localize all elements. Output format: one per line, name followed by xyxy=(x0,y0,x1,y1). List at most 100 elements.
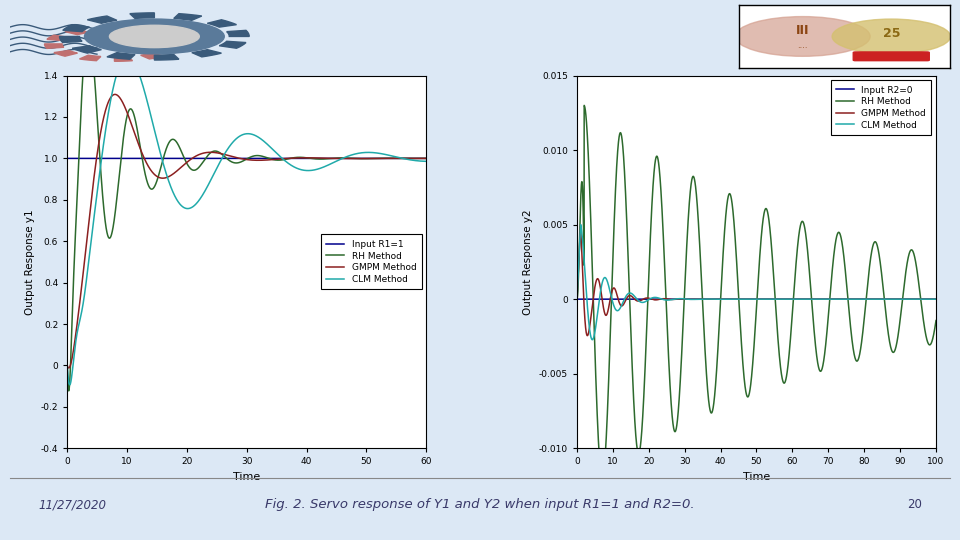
Wedge shape xyxy=(72,46,102,53)
Wedge shape xyxy=(152,32,175,37)
CLM Method xyxy=(725,296,736,302)
RH Method xyxy=(832,230,844,236)
X-axis label: Time: Time xyxy=(233,472,260,482)
GMPM Method xyxy=(109,91,121,98)
Circle shape xyxy=(109,25,200,48)
CLM Method xyxy=(930,296,942,302)
Wedge shape xyxy=(155,55,179,60)
CLM Method xyxy=(420,158,432,165)
CLM Method xyxy=(587,336,598,343)
CLM Method xyxy=(832,296,844,302)
Input R2=0 xyxy=(725,296,736,302)
GMPM Method xyxy=(63,364,75,371)
Input R1=1 xyxy=(215,155,227,161)
GMPM Method xyxy=(742,296,754,302)
RH Method xyxy=(930,318,942,324)
GMPM Method xyxy=(722,296,733,302)
Input R1=1 xyxy=(124,155,135,161)
RH Method xyxy=(579,102,590,109)
Line: RH Method: RH Method xyxy=(67,30,426,391)
Line: RH Method: RH Method xyxy=(577,105,936,479)
Input R1=1 xyxy=(103,155,114,161)
CLM Method xyxy=(742,296,754,302)
GMPM Method xyxy=(375,155,387,161)
GMPM Method xyxy=(582,333,593,339)
Wedge shape xyxy=(159,48,182,52)
Line: CLM Method: CLM Method xyxy=(577,225,936,340)
Text: 11/27/2020: 11/27/2020 xyxy=(38,498,107,511)
Input R2=0 xyxy=(742,296,754,302)
CLM Method xyxy=(722,296,733,302)
Input R1=1 xyxy=(61,155,73,161)
CLM Method xyxy=(64,382,76,388)
Wedge shape xyxy=(107,52,135,59)
Text: Fig. 2. Servo response of Y1 and Y2 when input R1=1 and R2=0.: Fig. 2. Servo response of Y1 and Y2 when… xyxy=(265,498,695,511)
CLM Method xyxy=(124,54,135,60)
Input R2=0 xyxy=(571,296,583,302)
FancyBboxPatch shape xyxy=(853,52,929,60)
Input R2=0 xyxy=(901,296,913,302)
RH Method xyxy=(215,150,227,157)
Legend: Input R2=0, RH Method, GMPM Method, CLM Method: Input R2=0, RH Method, GMPM Method, CLM … xyxy=(830,80,931,135)
CLM Method xyxy=(920,296,931,302)
Input R2=0 xyxy=(930,296,942,302)
RH Method xyxy=(63,388,75,394)
Y-axis label: Output Response y2: Output Response y2 xyxy=(523,209,534,315)
Line: GMPM Method: GMPM Method xyxy=(577,225,936,336)
GMPM Method xyxy=(215,150,227,157)
RH Method xyxy=(103,234,114,240)
CLM Method xyxy=(61,362,73,369)
RH Method xyxy=(414,155,425,161)
Wedge shape xyxy=(219,41,246,48)
Text: 25: 25 xyxy=(882,27,900,40)
RH Method xyxy=(725,193,736,200)
CLM Method xyxy=(122,53,133,60)
Wedge shape xyxy=(80,55,101,60)
Wedge shape xyxy=(54,50,78,56)
Wedge shape xyxy=(207,20,236,27)
Input R2=0 xyxy=(919,296,930,302)
RH Method xyxy=(61,362,73,369)
Line: CLM Method: CLM Method xyxy=(67,57,426,385)
RH Method xyxy=(722,194,733,201)
GMPM Method xyxy=(930,296,942,302)
GMPM Method xyxy=(420,155,432,161)
RH Method xyxy=(420,155,432,161)
GMPM Method xyxy=(920,296,931,302)
RH Method xyxy=(375,155,387,161)
CLM Method xyxy=(215,158,227,164)
RH Method xyxy=(901,259,913,266)
Input R1=1 xyxy=(420,155,432,161)
GMPM Method xyxy=(901,296,913,302)
Line: GMPM Method: GMPM Method xyxy=(67,94,426,368)
CLM Method xyxy=(571,296,583,302)
GMPM Method xyxy=(725,296,736,302)
Circle shape xyxy=(832,19,950,54)
RH Method xyxy=(200,156,211,162)
CLM Method xyxy=(414,158,425,164)
CLM Method xyxy=(901,296,913,302)
Text: ....: .... xyxy=(798,41,807,50)
Input R1=1 xyxy=(199,155,210,161)
Wedge shape xyxy=(47,35,69,40)
Wedge shape xyxy=(174,14,202,21)
Wedge shape xyxy=(62,25,89,32)
GMPM Method xyxy=(832,296,844,302)
Wedge shape xyxy=(130,13,155,18)
Circle shape xyxy=(84,19,225,54)
RH Method xyxy=(742,394,754,400)
Wedge shape xyxy=(96,26,114,31)
CLM Method xyxy=(103,110,114,117)
X-axis label: Time: Time xyxy=(743,472,770,482)
GMPM Method xyxy=(575,221,587,228)
Input R1=1 xyxy=(374,155,386,161)
Y-axis label: Output Response y1: Output Response y1 xyxy=(25,209,36,315)
Wedge shape xyxy=(44,44,63,49)
Wedge shape xyxy=(114,57,132,62)
RH Method xyxy=(83,26,94,33)
Input R1=1 xyxy=(414,155,425,161)
Text: 20: 20 xyxy=(907,498,922,511)
Text: III: III xyxy=(796,24,809,37)
RH Method xyxy=(571,296,583,302)
GMPM Method xyxy=(124,116,135,123)
